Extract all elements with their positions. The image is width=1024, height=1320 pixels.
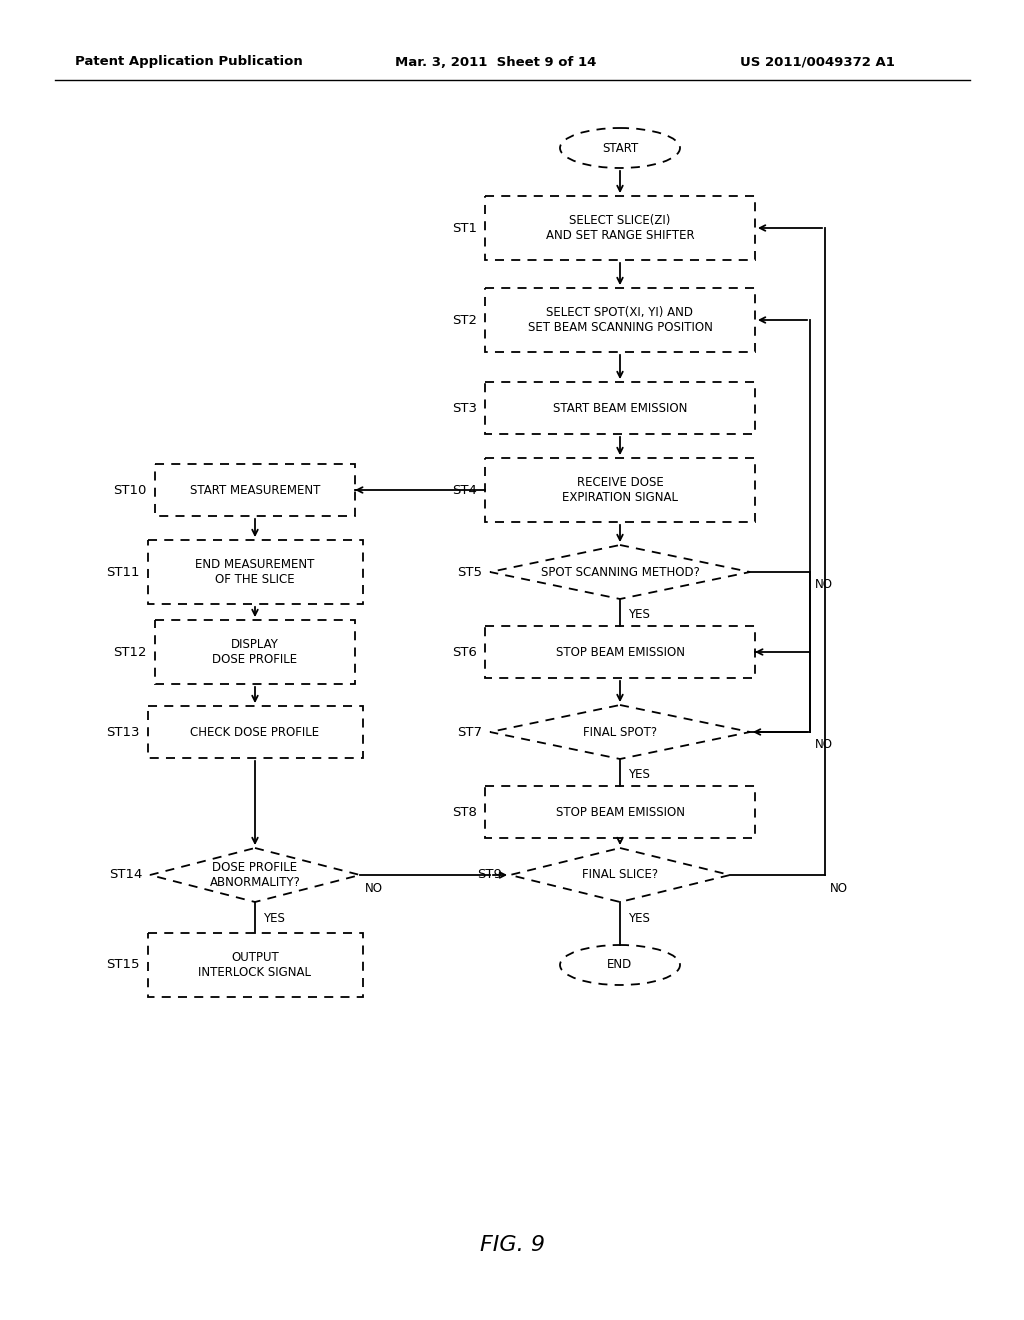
Text: STOP BEAM EMISSION: STOP BEAM EMISSION — [555, 805, 684, 818]
Text: ST12: ST12 — [114, 645, 147, 659]
Text: START MEASUREMENT: START MEASUREMENT — [189, 483, 321, 496]
Text: NO: NO — [365, 883, 383, 895]
Text: SELECT SPOT(XI, YI) AND
SET BEAM SCANNING POSITION: SELECT SPOT(XI, YI) AND SET BEAM SCANNIN… — [527, 306, 713, 334]
Text: DOSE PROFILE
ABNORMALITY?: DOSE PROFILE ABNORMALITY? — [210, 861, 300, 888]
Text: NO: NO — [815, 738, 833, 751]
FancyBboxPatch shape — [485, 785, 755, 838]
Text: ST1: ST1 — [452, 222, 477, 235]
Text: YES: YES — [628, 912, 650, 924]
Text: ST13: ST13 — [106, 726, 139, 738]
Text: YES: YES — [628, 768, 650, 781]
Text: FIG. 9: FIG. 9 — [479, 1236, 545, 1255]
Text: ST11: ST11 — [106, 565, 139, 578]
FancyBboxPatch shape — [147, 540, 362, 605]
Text: YES: YES — [628, 609, 650, 622]
Text: OUTPUT
INTERLOCK SIGNAL: OUTPUT INTERLOCK SIGNAL — [199, 950, 311, 979]
Text: ST9: ST9 — [477, 869, 502, 882]
Text: Patent Application Publication: Patent Application Publication — [75, 55, 303, 69]
Text: STOP BEAM EMISSION: STOP BEAM EMISSION — [555, 645, 684, 659]
Text: FINAL SLICE?: FINAL SLICE? — [582, 869, 658, 882]
Text: ST5: ST5 — [457, 565, 482, 578]
Polygon shape — [150, 847, 360, 902]
Text: SELECT SLICE(ZI)
AND SET RANGE SHIFTER: SELECT SLICE(ZI) AND SET RANGE SHIFTER — [546, 214, 694, 242]
Polygon shape — [510, 847, 730, 902]
FancyBboxPatch shape — [485, 458, 755, 521]
Text: START: START — [602, 141, 638, 154]
Text: ST2: ST2 — [452, 314, 477, 326]
Text: Mar. 3, 2011  Sheet 9 of 14: Mar. 3, 2011 Sheet 9 of 14 — [395, 55, 596, 69]
Text: END: END — [607, 958, 633, 972]
Text: ST6: ST6 — [453, 645, 477, 659]
Text: CHECK DOSE PROFILE: CHECK DOSE PROFILE — [190, 726, 319, 738]
Text: US 2011/0049372 A1: US 2011/0049372 A1 — [740, 55, 895, 69]
FancyBboxPatch shape — [155, 465, 355, 516]
Ellipse shape — [560, 128, 680, 168]
Text: ST8: ST8 — [453, 805, 477, 818]
FancyBboxPatch shape — [155, 620, 355, 684]
Text: ST14: ST14 — [109, 869, 142, 882]
Text: END MEASUREMENT
OF THE SLICE: END MEASUREMENT OF THE SLICE — [196, 558, 314, 586]
FancyBboxPatch shape — [485, 626, 755, 678]
Text: NO: NO — [815, 578, 833, 590]
Text: ST10: ST10 — [114, 483, 147, 496]
FancyBboxPatch shape — [147, 706, 362, 758]
Polygon shape — [490, 705, 750, 759]
FancyBboxPatch shape — [485, 195, 755, 260]
Text: ST4: ST4 — [453, 483, 477, 496]
Text: YES: YES — [263, 912, 285, 924]
Text: ST7: ST7 — [457, 726, 482, 738]
FancyBboxPatch shape — [485, 381, 755, 434]
Text: DISPLAY
DOSE PROFILE: DISPLAY DOSE PROFILE — [212, 638, 298, 667]
FancyBboxPatch shape — [485, 288, 755, 352]
Text: NO: NO — [830, 883, 848, 895]
Text: START BEAM EMISSION: START BEAM EMISSION — [553, 401, 687, 414]
FancyBboxPatch shape — [147, 933, 362, 997]
Ellipse shape — [560, 945, 680, 985]
Polygon shape — [490, 545, 750, 599]
Text: ST3: ST3 — [452, 401, 477, 414]
Text: SPOT SCANNING METHOD?: SPOT SCANNING METHOD? — [541, 565, 699, 578]
Text: ST15: ST15 — [106, 958, 139, 972]
Text: FINAL SPOT?: FINAL SPOT? — [583, 726, 657, 738]
Text: RECEIVE DOSE
EXPIRATION SIGNAL: RECEIVE DOSE EXPIRATION SIGNAL — [562, 477, 678, 504]
